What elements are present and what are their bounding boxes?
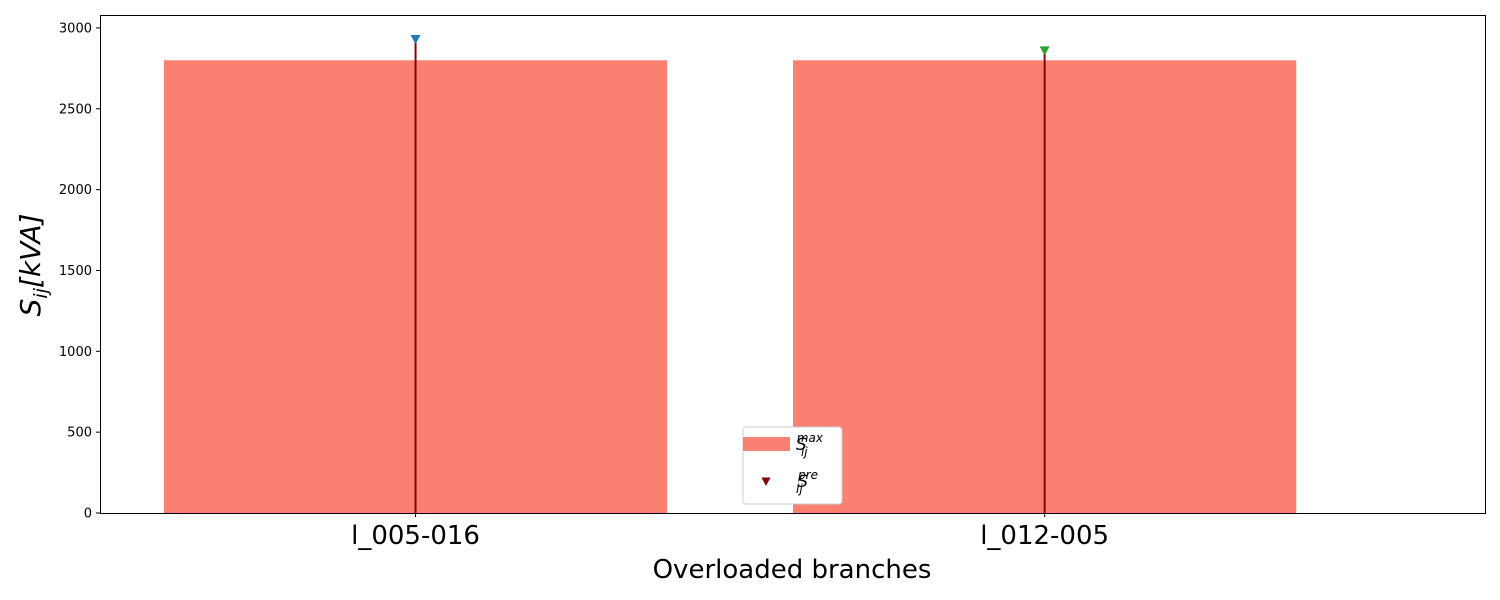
stem-marker-l_005-016 — [410, 35, 421, 45]
y-tick-label-1500: 1500 — [59, 264, 92, 279]
y-tick-label-2500: 2500 — [59, 102, 92, 117]
bars-layer — [163, 60, 1297, 513]
x-tick-label-l_012-005: l_012-005 — [980, 521, 1109, 551]
y-axis: 0 500 1000 1500 2000 2500 3000 — [59, 21, 100, 522]
y-tick-label-0: 0 — [84, 507, 92, 522]
y-tick-label-3000: 3000 — [59, 21, 92, 36]
stems-layer — [410, 35, 1050, 513]
y-axis-title: Sij[kVA] — [14, 214, 52, 317]
legend-swatch-max — [743, 437, 790, 451]
plot-frame — [100, 15, 1486, 514]
legend: Smax ij Spre ij — [742, 426, 843, 505]
legend-label-max: Smax ij — [796, 431, 824, 459]
stem-marker-l_012-005 — [1039, 46, 1050, 56]
x-axis-title: Overloaded branches — [653, 555, 932, 585]
legend-label-pre: Spre ij — [796, 468, 818, 496]
y-tick-label-2000: 2000 — [59, 183, 92, 198]
legend-marker-pre — [761, 477, 771, 486]
y-tick-label-500: 500 — [67, 426, 92, 441]
x-tick-label-l_005-016: l_005-016 — [351, 521, 480, 551]
y-tick-label-1000: 1000 — [59, 345, 92, 360]
x-axis: l_005-016 l_012-005 — [351, 513, 1109, 551]
